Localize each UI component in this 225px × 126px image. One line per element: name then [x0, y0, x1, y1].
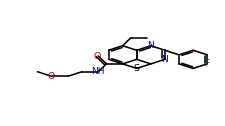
Text: O: O — [93, 52, 100, 60]
Text: N: N — [161, 55, 168, 64]
Text: O: O — [48, 72, 55, 81]
Text: S: S — [133, 64, 139, 73]
Text: NH: NH — [91, 67, 105, 76]
Text: N: N — [147, 41, 153, 50]
Text: F: F — [204, 59, 209, 68]
